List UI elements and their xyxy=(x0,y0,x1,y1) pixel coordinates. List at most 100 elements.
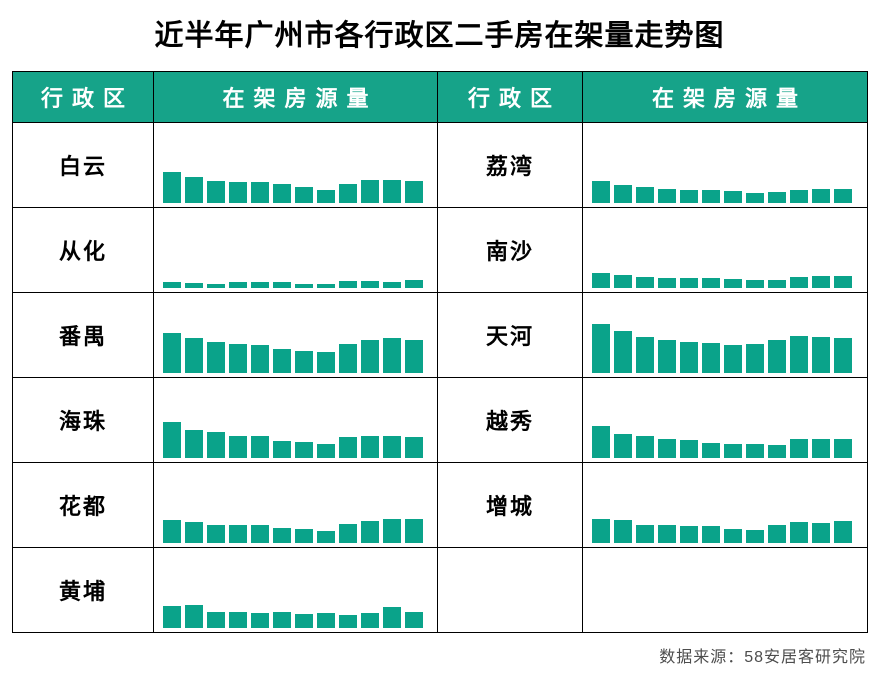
bar xyxy=(592,519,610,543)
bar xyxy=(746,193,764,203)
bar xyxy=(746,444,764,458)
bar xyxy=(339,524,357,543)
bar xyxy=(251,525,269,543)
bar xyxy=(724,279,742,288)
bar xyxy=(746,344,764,373)
bar xyxy=(790,190,808,203)
bar xyxy=(295,351,313,373)
bar xyxy=(405,340,423,373)
bar xyxy=(317,613,335,628)
bar xyxy=(680,278,698,288)
bar xyxy=(163,333,181,373)
table-row: 番禺 天河 xyxy=(12,292,868,378)
district-cell-nansha: 南沙 xyxy=(437,207,583,293)
bar xyxy=(273,612,291,628)
bar xyxy=(361,340,379,373)
bar-chart-panyu xyxy=(154,296,437,377)
bar xyxy=(790,336,808,373)
bar xyxy=(702,190,720,203)
chart-cell-huangpu xyxy=(153,547,438,633)
bar xyxy=(317,190,335,203)
chart-cell-empty xyxy=(582,547,868,633)
bar xyxy=(636,436,654,458)
district-cell-tianhe: 天河 xyxy=(437,292,583,378)
bar xyxy=(812,189,830,203)
bar xyxy=(790,277,808,288)
bar xyxy=(614,520,632,543)
bar xyxy=(658,439,676,458)
bar xyxy=(339,344,357,373)
bar xyxy=(834,439,852,458)
bar xyxy=(339,437,357,458)
chart-cell-haizhu xyxy=(153,377,438,463)
bar xyxy=(229,344,247,373)
bar xyxy=(768,280,786,288)
bar xyxy=(163,606,181,628)
bar xyxy=(383,607,401,628)
bar xyxy=(185,605,203,628)
bar xyxy=(592,324,610,373)
bar xyxy=(405,280,423,288)
chart-cell-yuexiu xyxy=(582,377,868,463)
bar xyxy=(339,184,357,203)
bar xyxy=(636,277,654,288)
bar xyxy=(273,184,291,203)
bar xyxy=(614,275,632,288)
header-listings-right: 在架房源量 xyxy=(582,71,868,123)
bar xyxy=(207,181,225,203)
bar xyxy=(295,442,313,458)
bar xyxy=(614,434,632,458)
bar xyxy=(251,613,269,628)
bar xyxy=(834,276,852,288)
bar xyxy=(702,343,720,373)
bar xyxy=(614,331,632,373)
bar xyxy=(680,526,698,543)
bar xyxy=(251,182,269,203)
bar xyxy=(405,437,423,458)
bar xyxy=(361,180,379,203)
bar xyxy=(680,440,698,458)
table-row: 海珠 越秀 xyxy=(12,377,868,463)
bar xyxy=(339,615,357,628)
bar xyxy=(295,187,313,203)
bar xyxy=(658,278,676,288)
bar xyxy=(636,187,654,203)
bar xyxy=(251,436,269,458)
bar xyxy=(295,614,313,628)
header-row: 行政区 在架房源量 行政区 在架房源量 xyxy=(12,71,868,123)
bar xyxy=(812,523,830,543)
bar xyxy=(658,525,676,543)
bar xyxy=(680,342,698,373)
bar xyxy=(724,191,742,203)
bar xyxy=(185,430,203,458)
bar xyxy=(724,444,742,458)
bar xyxy=(273,528,291,543)
bar xyxy=(702,526,720,543)
bar xyxy=(185,522,203,543)
data-source: 数据来源：58安居客研究院 xyxy=(659,649,866,666)
bar xyxy=(680,190,698,203)
bar xyxy=(383,282,401,288)
bar xyxy=(790,522,808,543)
bar-chart-tianhe xyxy=(583,296,867,377)
district-cell-zengcheng: 增城 xyxy=(437,462,583,548)
bar xyxy=(229,182,247,203)
bar xyxy=(207,612,225,628)
chart-cell-tianhe xyxy=(582,292,868,378)
bar xyxy=(185,177,203,203)
bar xyxy=(746,530,764,543)
bar-chart-conghua xyxy=(154,211,437,292)
district-cell-haizhu: 海珠 xyxy=(12,377,154,463)
chart-cell-huadu xyxy=(153,462,438,548)
bar xyxy=(405,519,423,543)
bar xyxy=(185,338,203,373)
bar xyxy=(383,338,401,373)
bar xyxy=(361,281,379,288)
bar xyxy=(614,185,632,203)
bar xyxy=(768,192,786,203)
bar xyxy=(229,436,247,458)
bar xyxy=(317,352,335,373)
bar xyxy=(658,340,676,373)
bar xyxy=(834,338,852,373)
table-row: 从化 南沙 xyxy=(12,207,868,293)
